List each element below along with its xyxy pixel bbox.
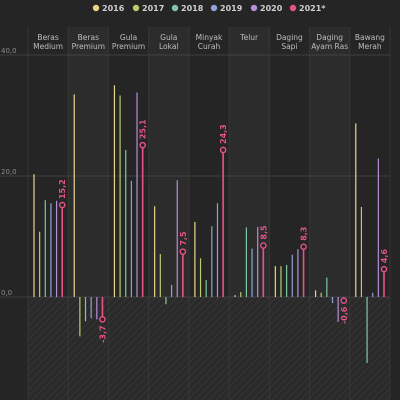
data-label: 8,3 (300, 227, 309, 241)
bar-endpoint-marker (139, 141, 146, 149)
legend-label: 2017 (142, 4, 164, 13)
y-tick-label: 20,0 (1, 168, 17, 176)
bar-endpoint-marker (260, 242, 267, 249)
legend-swatch (289, 4, 297, 12)
bar-endpoint-marker (219, 146, 227, 154)
legend-swatch (132, 4, 140, 12)
legend-label: 2019 (220, 4, 243, 13)
bar-endpoint-marker (340, 297, 348, 304)
data-label: 7,5 (179, 231, 188, 246)
data-label: -0,6 (340, 306, 349, 324)
bar-endpoint-marker (58, 201, 66, 209)
grid-lines: 40,0 20,0 0,0 (0, 27, 391, 400)
data-label: 24,3 (219, 124, 228, 144)
category-labels: Beras Medium Beras Premium Gula Premium Gula Lo… (33, 33, 385, 51)
category-column-bg (349, 27, 390, 297)
legend-label: 2020 (260, 4, 283, 13)
legend: 2016 2017 2018 2019 2020 2021* (92, 4, 326, 13)
category-label: Telur (239, 33, 259, 42)
bar-endpoint-marker (99, 316, 106, 323)
category-label: Bawang Merah (355, 33, 385, 51)
legend-swatch (210, 4, 218, 12)
category-column-bg (309, 27, 350, 297)
category-label: Beras Medium (33, 33, 63, 51)
legend-swatch (250, 4, 258, 12)
category-label: Daging Sapi (276, 33, 303, 51)
category-label: Beras Premium (72, 33, 105, 51)
bar-endpoint-marker (300, 243, 307, 251)
category-label: Daging Ayam Ras (311, 33, 348, 51)
category-label: Gula Lokal (159, 33, 179, 51)
data-label: -3,7 (98, 325, 107, 343)
bar-endpoint-marker (380, 265, 388, 273)
legend-swatch (171, 4, 179, 12)
bar-endpoint-marker (179, 248, 187, 255)
category-label: Minyak Curah (196, 33, 223, 51)
background-layer (28, 27, 390, 400)
negative-region (28, 297, 390, 400)
legend-swatch (92, 4, 100, 12)
bars (33, 85, 388, 363)
data-label: 25,1 (139, 119, 148, 139)
category-label: Gula Premium (112, 33, 145, 51)
legend-label: 2021* (299, 4, 326, 13)
data-label: 4,6 (380, 249, 389, 264)
legend-label: 2016 (102, 4, 125, 13)
y-tick-label: 0,0 (1, 289, 12, 297)
y-tick-label: 40,0 (1, 47, 17, 55)
data-labels: 15,2 -3,7 25,1 7,5 24,3 8,5 8,3 -0,6 4,6 (58, 119, 389, 343)
category-column-bg (68, 27, 109, 297)
legend-label: 2018 (181, 4, 204, 13)
data-label: 15,2 (58, 179, 67, 199)
data-label: 8,5 (259, 225, 268, 240)
